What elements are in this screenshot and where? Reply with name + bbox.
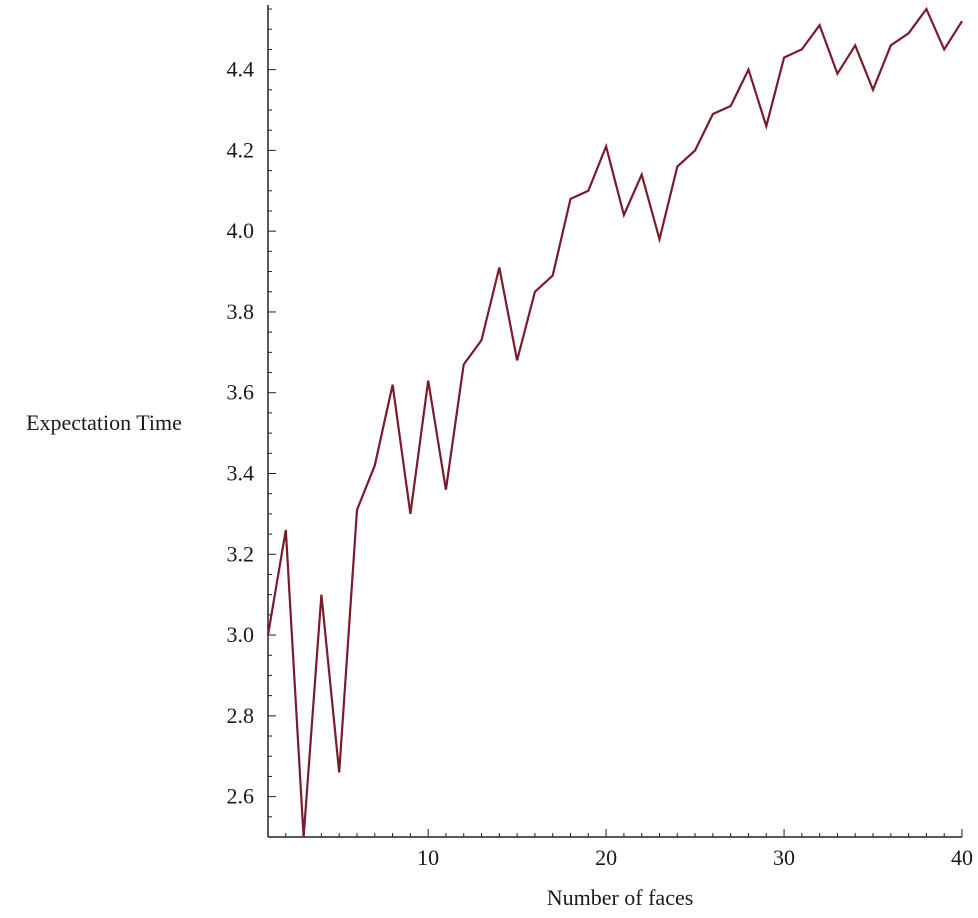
x-tick-label: 40 (951, 845, 973, 870)
axes (268, 5, 962, 837)
y-tick-label: 3.6 (227, 380, 255, 405)
y-tick-label: 2.6 (227, 784, 255, 809)
y-axis-label: Expectation Time (26, 410, 182, 435)
y-tick-label: 4.0 (227, 218, 255, 243)
y-tick-label: 3.4 (227, 461, 255, 486)
y-tick-label: 3.0 (227, 622, 255, 647)
series-line (268, 9, 962, 837)
y-tick-label: 4.2 (227, 137, 255, 162)
x-tick-label: 30 (773, 845, 795, 870)
series (268, 9, 962, 837)
x-tick-label: 20 (595, 845, 617, 870)
x-tick-label: 10 (417, 845, 439, 870)
y-tick-label: 4.4 (227, 57, 255, 82)
ticks: 10 20 30 40 2.6 2.8 3.0 3.2 3.4 3.6 3.8 4.0 4.2 4.4 (227, 9, 974, 870)
y-tick-label: 3.2 (227, 541, 255, 566)
y-tick-label: 3.8 (227, 299, 255, 324)
y-tick-label: 2.8 (227, 703, 255, 728)
x-axis-label: Number of faces (547, 885, 694, 910)
